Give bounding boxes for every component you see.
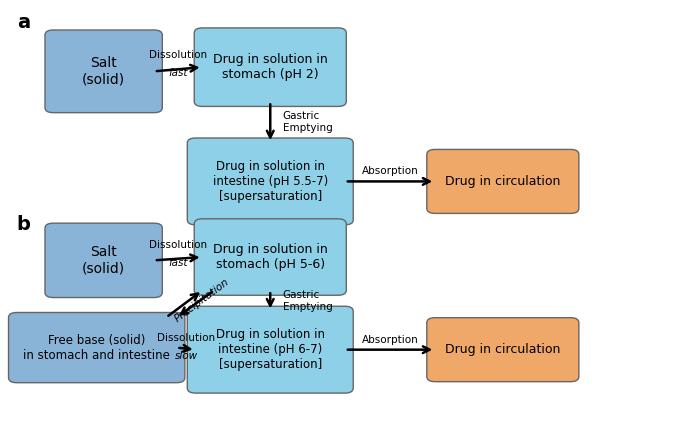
Text: Dissolution: Dissolution (149, 50, 207, 60)
Text: Dissolution: Dissolution (149, 240, 207, 250)
FancyBboxPatch shape (188, 306, 354, 393)
FancyBboxPatch shape (194, 28, 346, 107)
Text: Salt
(solid): Salt (solid) (82, 56, 125, 86)
FancyBboxPatch shape (45, 223, 162, 298)
FancyBboxPatch shape (427, 149, 579, 213)
Text: Drug in solution in
stomach (pH 5-6): Drug in solution in stomach (pH 5-6) (213, 243, 328, 271)
FancyBboxPatch shape (194, 219, 346, 295)
Text: fast: fast (168, 258, 188, 268)
FancyBboxPatch shape (45, 30, 162, 113)
Text: Drug in circulation: Drug in circulation (445, 175, 561, 188)
Text: Drug in circulation: Drug in circulation (445, 343, 561, 356)
Text: Drug in solution in
intestine (pH 5.5-7)
[supersaturation]: Drug in solution in intestine (pH 5.5-7)… (213, 160, 328, 203)
FancyBboxPatch shape (188, 138, 354, 225)
Text: Absorption: Absorption (362, 335, 419, 345)
Text: Dissolution: Dissolution (157, 333, 215, 343)
Text: Absorption: Absorption (362, 166, 419, 176)
Text: slow: slow (174, 351, 197, 361)
Text: b: b (17, 215, 31, 234)
Text: fast: fast (168, 68, 188, 78)
Text: Drug in solution in
stomach (pH 2): Drug in solution in stomach (pH 2) (213, 53, 328, 81)
Text: Gastric
Emptying: Gastric Emptying (283, 290, 332, 312)
FancyBboxPatch shape (8, 312, 185, 383)
Text: a: a (17, 13, 30, 32)
Text: Free base (solid)
in stomach and intestine: Free base (solid) in stomach and intesti… (23, 333, 170, 362)
Text: Precipitation: Precipitation (173, 276, 232, 323)
Text: Gastric
Emptying: Gastric Emptying (283, 112, 332, 133)
Text: Salt
(solid): Salt (solid) (82, 245, 125, 275)
FancyBboxPatch shape (427, 318, 579, 382)
Text: Drug in solution in
intestine (pH 6-7)
[supersaturation]: Drug in solution in intestine (pH 6-7) [… (216, 328, 325, 371)
